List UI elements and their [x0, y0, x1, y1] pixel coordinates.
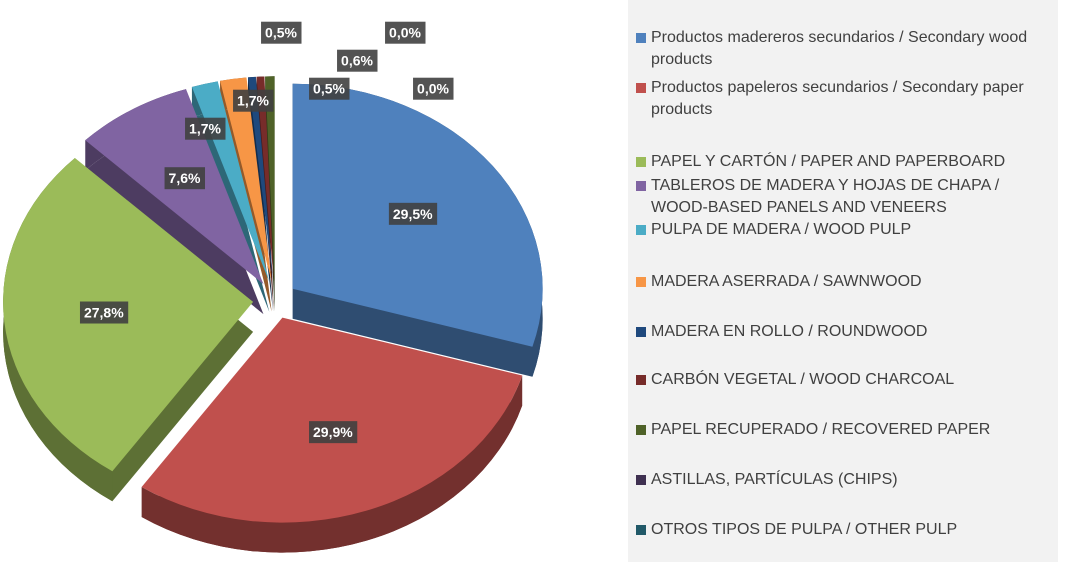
data-label-box [413, 77, 454, 100]
legend-item: ASTILLAS, PARTÍCULAS (CHIPS) [636, 469, 1056, 491]
legend-label: PAPEL Y CARTÓN / PAPER AND PAPERBOARD [651, 153, 1006, 170]
data-label-box [388, 202, 438, 225]
legend-item: CARBÓN VEGETAL / WOOD CHARCOAL [636, 369, 1056, 391]
data-label-box [385, 21, 426, 44]
legend-swatch [636, 327, 646, 337]
data-label-box [309, 421, 358, 444]
legend-item: MADERA EN ROLLO / ROUNDWOOD [636, 321, 1056, 343]
legend: Productos madereros secundarios / Second… [628, 0, 1058, 562]
legend-label: Productos papeleros secundarios / Second… [651, 79, 1024, 118]
slice [265, 76, 275, 282]
legend-label: TABLEROS DE MADERA Y HOJAS DE CHAPA / WO… [651, 177, 1000, 216]
data-label: 0,6% [341, 53, 373, 69]
legend-item: OTROS TIPOS DE PULPA / OTHER PULP [636, 519, 1056, 541]
legend-item: TABLEROS DE MADERA Y HOJAS DE CHAPA / WO… [636, 175, 1056, 219]
data-label: 7,6% [169, 170, 201, 186]
legend-swatch [636, 425, 646, 435]
legend-item: PAPEL RECUPERADO / RECOVERED PAPER [636, 419, 1056, 441]
slice [220, 77, 272, 282]
legend-swatch [636, 277, 646, 287]
legend-label: MADERA EN ROLLO / ROUNDWOOD [651, 323, 928, 340]
slice [247, 76, 274, 282]
legend-label: Productos madereros secundarios / Second… [651, 29, 1028, 68]
data-label: 29,9% [313, 424, 353, 440]
legend-swatch [636, 83, 646, 93]
legend-label: PAPEL RECUPERADO / RECOVERED PAPER [651, 421, 991, 438]
legend-swatch [636, 157, 646, 167]
data-label-box [233, 89, 274, 112]
slice-side [3, 158, 113, 502]
data-label-box [337, 49, 378, 72]
legend-item: Productos papeleros secundarios / Second… [636, 77, 1056, 121]
legend-swatch [636, 475, 646, 485]
legend-swatch [636, 181, 646, 191]
legend-label: ASTILLAS, PARTÍCULAS (CHIPS) [651, 471, 898, 488]
data-label-box [79, 301, 129, 324]
data-label: 0,5% [265, 25, 297, 41]
data-label-box [185, 117, 226, 140]
legend-label: MADERA ASERRADA / SAWNWOOD [651, 273, 922, 290]
chart: 29,5% 29,9% 27,8% 7,6% 1,7% 1,7% 0,5% 0,5% 0,6% 0… [3, 21, 543, 553]
legend-label: CARBÓN VEGETAL / WOOD CHARCOAL [651, 371, 955, 388]
legend-swatch [636, 33, 646, 43]
legend-item: Productos madereros secundarios / Second… [636, 27, 1056, 71]
data-label: 1,7% [237, 93, 269, 109]
slice [141, 317, 523, 523]
legend-swatch [636, 225, 646, 235]
legend-item: PULPA DE MADERA / WOOD PULP [636, 219, 1056, 241]
data-label-box [261, 21, 302, 44]
legend-swatch [636, 375, 646, 385]
data-label: 0,0% [389, 25, 421, 41]
data-label-box [309, 77, 350, 100]
slice-side [141, 375, 523, 553]
data-label: 29,5% [393, 206, 433, 222]
data-label: 27,8% [84, 305, 124, 321]
legend-label: PULPA DE MADERA / WOOD PULP [651, 221, 912, 238]
data-label: 0,0% [417, 81, 449, 97]
legend-item: MADERA ASERRADA / SAWNWOOD [636, 271, 1056, 293]
slice [256, 76, 274, 282]
legend-label: OTROS TIPOS DE PULPA / OTHER PULP [651, 521, 958, 538]
legend-item: PAPEL Y CARTÓN / PAPER AND PAPERBOARD [636, 151, 1056, 173]
data-label-box [164, 167, 206, 190]
legend-swatch [636, 525, 646, 535]
data-label: 1,7% [189, 121, 221, 137]
data-label: 0,5% [313, 81, 345, 97]
